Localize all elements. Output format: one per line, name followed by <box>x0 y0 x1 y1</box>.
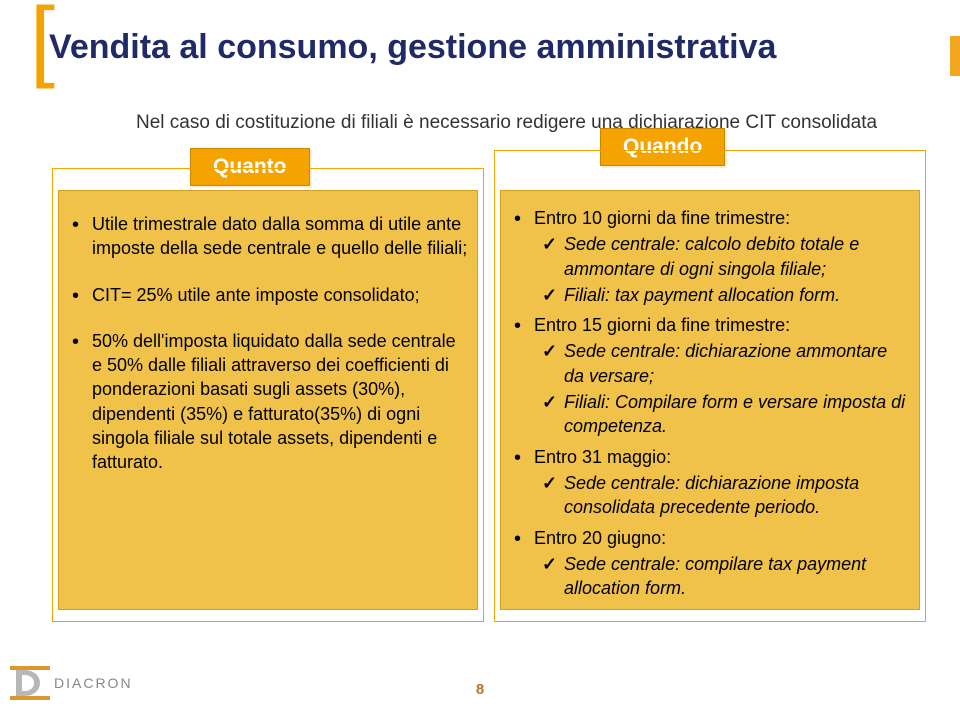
left-bullet: CIT= 25% utile ante imposte consolidato; <box>70 283 468 307</box>
check-item: Sede centrale: calcolo debito totale e a… <box>534 232 910 281</box>
check-item: Filiali: tax payment allocation form. <box>534 283 910 307</box>
right-bullet-head: Entro 15 giorni da fine trimestre: <box>534 315 790 335</box>
check-item: Filiali: Compilare form e versare impost… <box>534 390 910 439</box>
right-bullet: Entro 10 giorni da fine trimestre: Sede … <box>512 206 910 307</box>
logo-text: DIACRON <box>54 675 133 691</box>
check-item: Sede centrale: dichiarazione imposta con… <box>534 471 910 520</box>
right-bullet: Entro 20 giugno: Sede centrale: compilar… <box>512 526 910 601</box>
right-bullet-head: Entro 31 maggio: <box>534 447 671 467</box>
page-title: Vendita al consumo, gestione amministrat… <box>49 18 776 67</box>
left-bullet: Utile trimestrale dato dalla somma di ut… <box>70 212 468 261</box>
subtitle: Nel caso di costituzione di filiali è ne… <box>136 112 877 134</box>
decor-corner <box>950 36 960 76</box>
check-item: Sede centrale: dichiarazione ammontare d… <box>534 339 910 388</box>
title-bracket-icon: [ <box>30 10 55 70</box>
right-bullet: Entro 31 maggio: Sede centrale: dichiara… <box>512 445 910 520</box>
right-bullet-head: Entro 20 giugno: <box>534 528 666 548</box>
right-bullet-head: Entro 10 giorni da fine trimestre: <box>534 208 790 228</box>
right-bullet: Entro 15 giorni da fine trimestre: Sede … <box>512 313 910 438</box>
right-content: Entro 10 giorni da fine trimestre: Sede … <box>512 206 910 606</box>
check-item: Sede centrale: compilare tax payment all… <box>534 552 910 601</box>
page-number: 8 <box>476 681 484 698</box>
left-content: Utile trimestrale dato dalla somma di ut… <box>70 212 468 497</box>
left-bullet: 50% dell'imposta liquidato dalla sede ce… <box>70 329 468 475</box>
logo-icon <box>10 666 50 700</box>
logo: DIACRON <box>10 666 133 700</box>
